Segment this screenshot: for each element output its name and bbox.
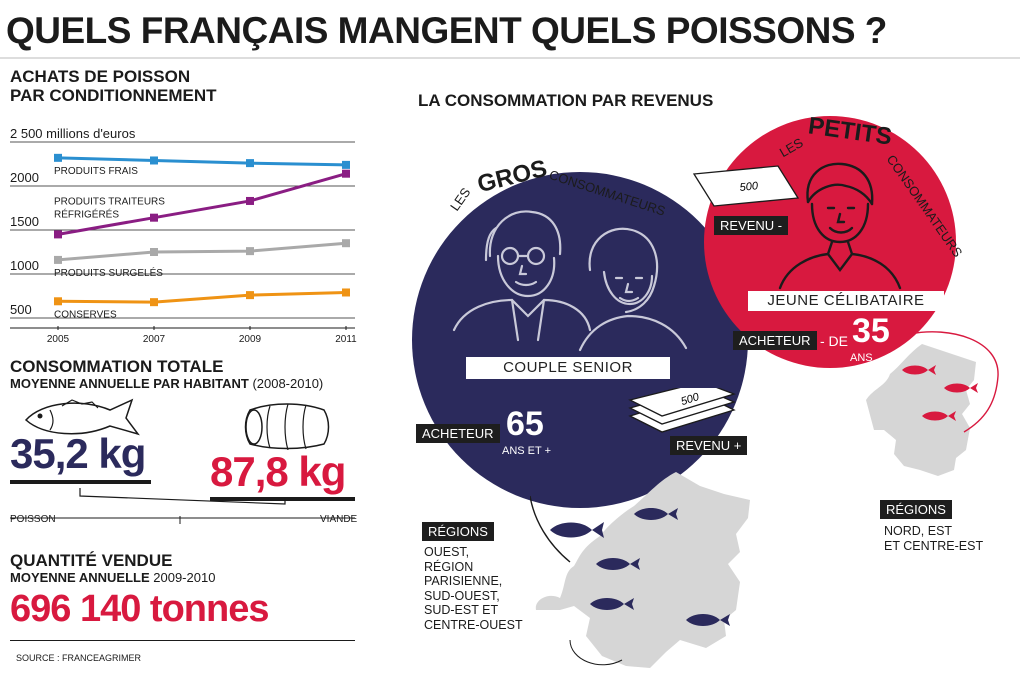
series-label: PRODUITS TRAITEURS [54, 196, 165, 207]
conso-subtitle-bold: MOYENNE ANNUELLE PAR HABITANT [10, 376, 249, 391]
data-point [246, 291, 254, 300]
data-point [342, 160, 350, 169]
data-point [150, 156, 158, 165]
petits-region-item: NORD, EST [884, 524, 953, 538]
series-label: RÉFRIGÉRÉS [54, 207, 119, 220]
data-point [150, 248, 158, 256]
gros-region-item: SUD-OUEST, [424, 588, 500, 603]
poisson-axis-label: POISSON [10, 514, 56, 525]
conso-subtitle: MOYENNE ANNUELLE PAR HABITANT (2008-2010… [10, 376, 323, 391]
x-tick-label: 2009 [239, 334, 262, 345]
quantite-subtitle: MOYENNE ANNUELLE 2009-2010 [10, 570, 215, 585]
quantite-rule [10, 640, 355, 641]
data-point [54, 297, 62, 306]
y-tick-label: 500 [10, 302, 32, 317]
petits-acheteur-tag: ACHETEUR [733, 331, 817, 350]
data-point [342, 239, 350, 248]
petits-regions-list: NORD, EST ET CENTRE-EST [884, 524, 983, 553]
petits-minus-de: - DE [820, 333, 848, 349]
banknote-single-icon: 500 [692, 165, 800, 207]
series-label: PRODUITS SURGELÉS [54, 266, 163, 279]
petits-age: 35 [852, 312, 890, 350]
petits-age-sub: ANS [850, 352, 873, 364]
page-title: QUELS FRANÇAIS MANGENT QUELS POISSONS ? [6, 10, 887, 51]
revenu-minus-tag: REVENU - [714, 216, 789, 235]
petits-region-item: ET CENTRE-EST [884, 538, 984, 553]
x-tick-label: 2005 [47, 334, 70, 345]
quantite-value: 696 140 tonnes [10, 588, 269, 630]
data-point [342, 288, 350, 297]
couple-senior-illustration [452, 210, 688, 352]
data-point [342, 169, 350, 178]
achats-title-line1: ACHATS DE POISSON [10, 67, 191, 86]
banknote-stack-icon: 500 [628, 388, 737, 433]
conso-title: CONSOMMATION TOTALE [10, 357, 224, 376]
gros-region-item: RÉGION [424, 559, 474, 574]
jeune-celibataire-illustration [778, 162, 902, 290]
viande-axis-label: VIANDE [320, 514, 358, 525]
france-map-gros [530, 472, 750, 668]
meat-roast-icon [244, 403, 330, 450]
quantite-subtitle-bold: MOYENNE ANNUELLE [10, 570, 150, 585]
y-tick-label: 2000 [10, 170, 39, 185]
series-label: CONSERVES [54, 309, 117, 320]
data-point [246, 247, 254, 256]
gros-regions-tag: RÉGIONS [422, 522, 494, 541]
viande-value: 87,8 kg [210, 448, 346, 495]
gros-region-item: OUEST, [424, 545, 470, 559]
gros-region-item: SUD-EST ET [424, 603, 499, 617]
conso-subtitle-period: (2008-2010) [252, 376, 324, 391]
x-tick-label: 2007 [143, 334, 166, 345]
poisson-value: 35,2 kg [10, 430, 146, 477]
title-rule [0, 57, 1020, 59]
data-point [54, 153, 62, 162]
poisson-bar [10, 480, 151, 484]
series-line [57, 156, 347, 167]
achats-line-chart: 2 500 millions d'euros 2000 1500 1000 500 PR… [10, 126, 357, 345]
series-line [57, 172, 347, 236]
data-point [246, 159, 254, 168]
series-label: PRODUITS FRAIS [54, 166, 138, 177]
data-point [246, 196, 254, 205]
banknote-stack-value: 500 [679, 391, 701, 408]
series-line [57, 290, 347, 304]
petits-regions-tag: RÉGIONS [880, 500, 952, 519]
data-point [150, 213, 158, 222]
fish-icon [24, 398, 140, 436]
source-note: SOURCE : FRANCEAGRIMER [16, 653, 142, 663]
data-point [54, 255, 62, 264]
gros-region-item: CENTRE-OUEST [424, 617, 523, 632]
gros-acheteur-tag: ACHETEUR [416, 424, 500, 443]
quantite-subtitle-period: 2009-2010 [153, 570, 216, 585]
gros-age: 65 [506, 405, 544, 443]
revenus-title: LA CONSOMMATION PAR REVENUS [418, 91, 714, 110]
data-point [150, 298, 158, 307]
gros-age-sub: ANS ET + [502, 445, 552, 457]
gros-regions-list: OUEST, RÉGION PARISIENNE, SUD-OUEST, SUD… [424, 545, 523, 632]
jeune-celibataire-label: JEUNE CÉLIBATAIRE [748, 291, 944, 311]
achats-title: ACHATS DE POISSON PAR CONDITIONNEMENT [10, 67, 217, 105]
conso-bracket [10, 488, 355, 524]
y-tick-label: 2 500 millions d'euros [10, 126, 136, 141]
gros-region-item: PARISIENNE, [424, 574, 503, 588]
banknote-single-value: 500 [739, 180, 759, 194]
y-tick-label: 1000 [10, 258, 39, 273]
viande-bar [210, 497, 355, 501]
couple-senior-label: COUPLE SENIOR [466, 357, 670, 379]
achats-title-line2: PAR CONDITIONNEMENT [10, 86, 217, 105]
france-map-petits [866, 331, 999, 476]
x-tick-label: 2011 [335, 334, 357, 345]
quantite-title: QUANTITÉ VENDUE [10, 551, 173, 570]
y-tick-label: 1500 [10, 214, 39, 229]
series-line [57, 241, 347, 262]
revenu-plus-tag: REVENU + [670, 436, 748, 455]
data-point [54, 230, 62, 239]
